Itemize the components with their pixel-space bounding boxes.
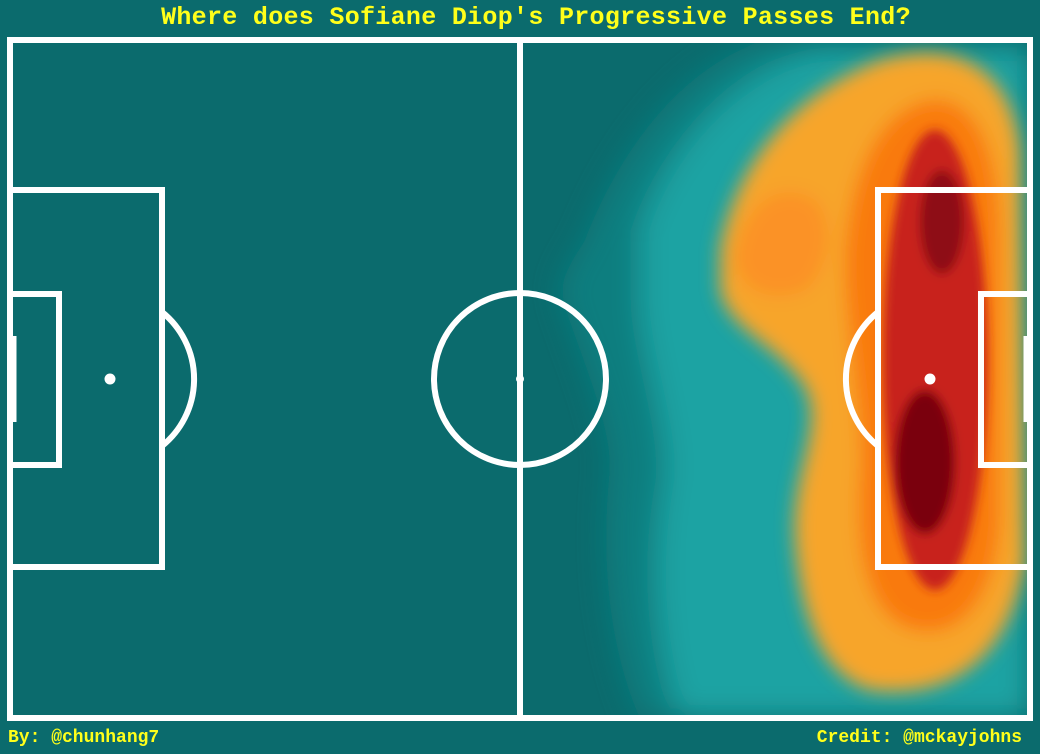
left-penalty-spot xyxy=(104,373,116,385)
density-layer-high xyxy=(883,130,987,590)
chart-title: Where does Sofiane Diop's Progressive Pa… xyxy=(161,3,911,32)
density-hotspot-lower xyxy=(895,390,955,534)
right-penalty-arc xyxy=(842,309,880,449)
center-circle xyxy=(431,290,609,468)
density-heatmap xyxy=(560,42,1030,718)
footer-author: By: @chunhang7 xyxy=(8,728,160,748)
footer-credit: Credit: @mckayjohns xyxy=(816,728,1022,748)
pitch-markings xyxy=(7,37,1033,721)
density-orange-lobe-left xyxy=(735,192,828,296)
density-hotspot-upper xyxy=(920,170,964,274)
center-spot xyxy=(516,375,524,383)
right-penalty-spot xyxy=(924,373,936,385)
left-penalty-arc xyxy=(160,309,198,449)
pitch-spots xyxy=(104,373,936,385)
